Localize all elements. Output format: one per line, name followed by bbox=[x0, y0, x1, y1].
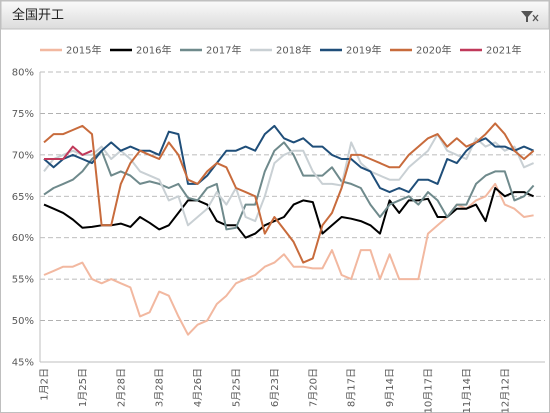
x-tick-label: 5月25日 bbox=[231, 368, 243, 407]
legend-label: 2020年 bbox=[416, 44, 451, 57]
y-tick-label: 75% bbox=[12, 109, 34, 120]
y-tick-label: 60% bbox=[12, 233, 34, 244]
x-tick-label: 1月2日 bbox=[39, 368, 51, 401]
x-tick-label: 6月23日 bbox=[269, 368, 281, 407]
x-tick-label: 2月28日 bbox=[115, 368, 127, 407]
y-tick-label: 55% bbox=[12, 275, 34, 286]
legend-label: 2017年 bbox=[206, 44, 241, 57]
x-tick-label: 4月26日 bbox=[192, 368, 204, 407]
series-line bbox=[44, 145, 93, 160]
x-tick-label: 9月14日 bbox=[384, 368, 396, 407]
x-tick-label: 8月17日 bbox=[346, 368, 358, 407]
legend-label: 2021年 bbox=[486, 44, 521, 57]
series-line bbox=[43, 122, 535, 264]
legend-label: 2015年 bbox=[66, 44, 101, 57]
legend-label: 2016年 bbox=[136, 44, 171, 57]
series-line bbox=[43, 124, 534, 194]
header-bar bbox=[0, 0, 550, 30]
series-line bbox=[43, 133, 535, 227]
panel-title: 全国开工 bbox=[12, 7, 64, 23]
x-tick-label: 11月14日 bbox=[461, 368, 473, 413]
series-line bbox=[43, 187, 535, 239]
filter-icon[interactable] bbox=[521, 11, 539, 22]
y-tick-label: 50% bbox=[12, 316, 34, 327]
x-tick-label: 12月12日 bbox=[499, 368, 511, 413]
x-tick-label: 3月28日 bbox=[154, 368, 166, 407]
y-tick-label: 80% bbox=[12, 68, 34, 79]
legend-label: 2019年 bbox=[346, 44, 381, 57]
x-tick-label: 10月17日 bbox=[423, 368, 435, 413]
legend-label: 2018年 bbox=[276, 44, 311, 57]
x-tick-label: 7月20日 bbox=[307, 368, 319, 407]
y-tick-label: 70% bbox=[12, 150, 34, 161]
y-tick-label: 65% bbox=[12, 192, 34, 203]
x-tick-label: 1月25日 bbox=[77, 368, 89, 407]
y-tick-label: 45% bbox=[12, 358, 34, 369]
